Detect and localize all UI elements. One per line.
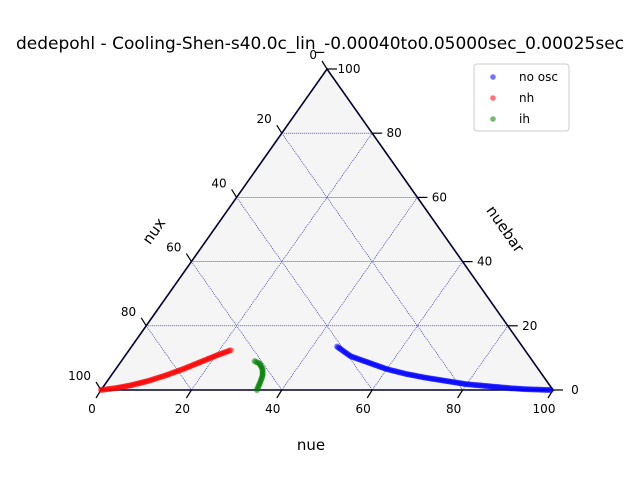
chart-title: dedepohl - Cooling-Shen-s40.0c_lin_-0.00… [16,34,624,54]
legend-box [473,63,570,132]
tick-label-left: 20 [257,112,272,126]
tick-label-left: 40 [211,176,226,190]
tick-label-right: 60 [432,190,447,204]
tick-left [276,124,283,134]
series-no-osc [334,343,554,393]
tick-left [140,317,147,327]
tick-left [185,253,192,262]
tick-label-right: 40 [477,255,492,269]
tick-label-right: 0 [571,383,579,397]
tick-label-bottom: 60 [356,402,371,416]
tick-label-bottom: 0 [88,402,96,416]
tick-label-left: 0 [309,48,317,62]
legend-marker-ih [490,116,496,122]
tick-label-left: 80 [121,305,136,319]
plot-background [101,69,553,390]
tick-label-bottom: 80 [446,402,461,416]
tick-left [321,60,328,70]
data-point [253,387,260,393]
tick-label-right: 100 [338,62,361,76]
legend-label-no-osc: no osc [519,70,558,84]
grid-line [191,261,283,391]
data-point [227,347,234,354]
axis-label-nux: nux [139,214,170,247]
triangle-outline [99,67,555,391]
tick-label-right: 80 [387,126,402,140]
axis-label-nue: nue [297,436,325,454]
data-series [98,343,554,393]
legend-marker-nh [490,95,496,101]
data-point [547,387,554,393]
tick-bottom [185,389,192,399]
tick-label-right: 20 [522,319,537,333]
tick-label-left: 100 [68,369,91,383]
grid-line [281,197,418,391]
tick-label-bottom: 20 [175,402,190,416]
tick-bottom [366,389,373,399]
tick-left [231,189,238,198]
legend-marker-no-osc [490,74,496,80]
grid-line [191,133,373,391]
tick-label-bottom: 40 [265,402,280,416]
grid-line [281,133,463,391]
legend-label-nh: nh [519,91,534,105]
tick-bottom [457,389,464,399]
legend: no osc nh ih [473,63,570,132]
axis-ticks: 0 0 0 20 20 20 40 40 40 60 60 60 80 80 80 100 100 100 [68,48,579,416]
tick-label-left: 60 [166,241,181,255]
tick-label-bottom: 100 [533,402,556,416]
axis-label-nuebar: nuebar [482,202,528,257]
series-ih [251,358,266,393]
series-nh [98,347,234,393]
tick-bottom [276,389,283,399]
legend-label-ih: ih [519,112,530,126]
